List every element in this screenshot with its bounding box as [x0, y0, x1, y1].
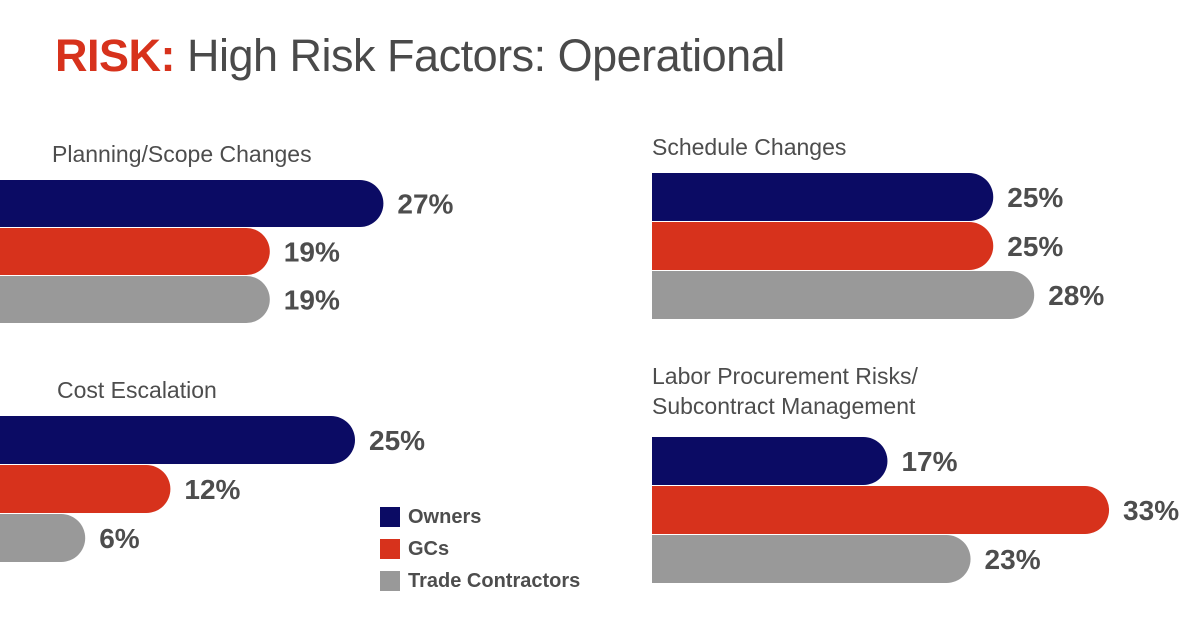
value-label-planning-gcs: 19%	[284, 237, 340, 268]
bar-cost-owners	[0, 416, 355, 464]
bar-schedule-gcs	[652, 222, 994, 270]
bar-cost-trade	[0, 514, 86, 562]
bar-planning-owners	[0, 180, 384, 227]
legend-item-trade: Trade Contractors	[380, 565, 580, 597]
legend-swatch-gcs	[380, 539, 400, 559]
panel-title-planning: Planning/Scope Changes	[52, 141, 312, 167]
legend-item-gcs: GCs	[380, 533, 580, 565]
bar-schedule-owners	[652, 173, 994, 221]
panel-title-cost: Cost Escalation	[57, 377, 217, 403]
bar-planning-trade	[0, 276, 270, 323]
value-label-schedule-gcs: 25%	[1007, 231, 1063, 262]
legend-item-owners: Owners	[380, 501, 580, 533]
legend-label-trade: Trade Contractors	[408, 569, 581, 592]
value-label-labor-trade: 23%	[985, 544, 1041, 575]
bar-cost-gcs	[0, 465, 171, 513]
value-label-schedule-owners: 25%	[1007, 182, 1063, 213]
legend: Owners GCs Trade Contractors	[380, 501, 580, 597]
bar-labor-gcs	[652, 486, 1110, 534]
title-text: High Risk Factors: Operational	[175, 30, 785, 81]
legend-swatch-trade	[380, 571, 400, 591]
bar-schedule-trade	[652, 271, 1035, 319]
panel-title-schedule: Schedule Changes	[652, 134, 847, 160]
title-accent: RISK:	[55, 30, 176, 81]
value-label-labor-gcs: 33%	[1123, 495, 1179, 526]
legend-label-gcs: GCs	[408, 537, 450, 560]
value-label-cost-trade: 6%	[99, 523, 140, 554]
value-label-schedule-trade: 28%	[1048, 280, 1104, 311]
value-label-planning-owners: 27%	[397, 189, 453, 220]
bar-labor-trade	[652, 535, 971, 583]
legend-swatch-owners	[380, 507, 400, 527]
panel-title-labor: Labor Procurement Risks/ Subcontract Man…	[652, 363, 918, 419]
bar-planning-gcs	[0, 228, 270, 275]
value-label-labor-owners: 17%	[901, 446, 957, 477]
value-label-cost-owners: 25%	[369, 425, 425, 456]
legend-label-owners: Owners	[408, 505, 482, 528]
value-label-planning-trade: 19%	[284, 285, 340, 316]
page-title: RISK: High Risk Factors: Operational	[55, 28, 785, 84]
value-label-cost-gcs: 12%	[184, 474, 240, 505]
bar-labor-owners	[652, 437, 888, 485]
